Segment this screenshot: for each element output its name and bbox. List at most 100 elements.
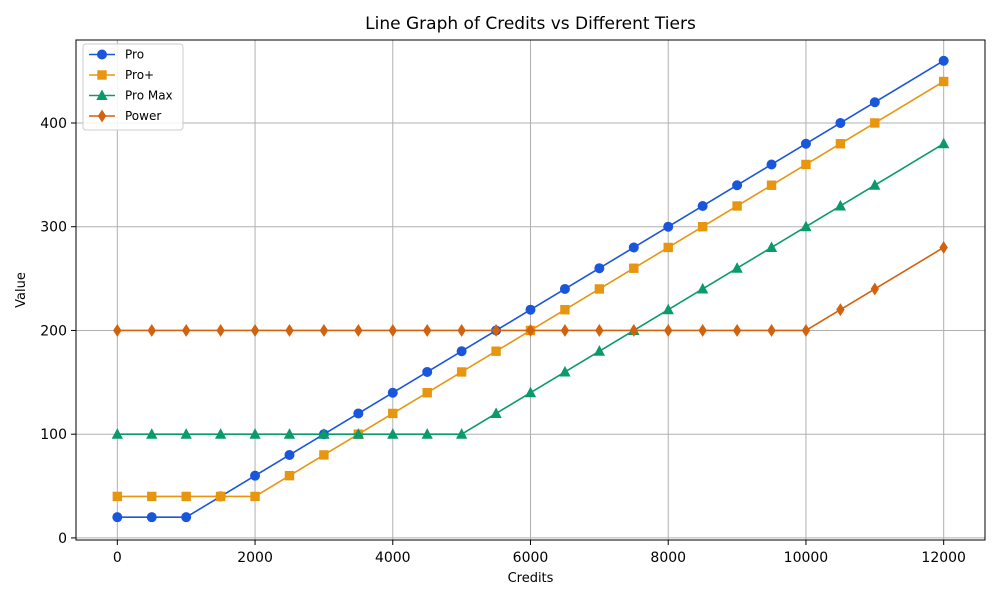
data-point-power <box>354 324 363 337</box>
data-point-pro-max <box>249 428 261 439</box>
series-line-pro-max <box>117 143 945 435</box>
data-point-pro- <box>560 305 570 315</box>
data-point-power <box>870 282 880 296</box>
data-point-pro- <box>732 201 742 211</box>
x-tick-label: 4000 <box>375 550 411 566</box>
data-point-pro <box>559 283 570 294</box>
data-point-pro <box>250 470 261 481</box>
data-point-pro- <box>697 222 708 232</box>
legend-marker <box>97 70 107 80</box>
data-point-power <box>767 324 776 337</box>
data-point-pro <box>766 159 777 170</box>
data-point-pro- <box>147 491 157 502</box>
data-point-power <box>216 324 225 337</box>
legend-item-pro-: Pro+ <box>89 68 154 82</box>
data-point-pro <box>663 221 674 232</box>
data-point-pro-max <box>111 428 123 439</box>
data-point-power <box>388 324 397 337</box>
legend-label: Pro+ <box>125 68 154 82</box>
x-tick-label: 8000 <box>650 550 686 566</box>
data-point-pro-max <box>490 407 502 418</box>
data-point-pro <box>112 512 123 523</box>
data-point-pro-max <box>938 137 950 149</box>
data-point-pro-max <box>180 428 192 439</box>
axis-ticks: 0 2000 4000 6000 8000 10000 12000 0 100 200 300 400 <box>40 116 966 566</box>
data-point-pro- <box>215 491 226 502</box>
data-point-pro <box>594 263 605 274</box>
data-point-pro-max <box>524 386 537 398</box>
data-point-pro-max <box>765 241 778 252</box>
data-point-pro- <box>284 470 295 481</box>
data-point-pro <box>284 449 295 460</box>
x-tick-label: 6000 <box>513 550 549 566</box>
data-point-pro-max <box>559 365 571 377</box>
x-tick-label: 12000 <box>921 550 966 566</box>
legend: Pro Pro+ Pro Max Power <box>82 43 184 131</box>
data-point-power <box>250 324 260 337</box>
data-point-pro- <box>870 118 880 128</box>
data-point-pro- <box>594 284 605 294</box>
legend-box <box>82 43 184 131</box>
data-point-pro-max <box>800 220 812 232</box>
series-pro- <box>112 76 949 502</box>
y-tick-label: 300 <box>40 220 67 236</box>
data-point-pro <box>835 117 846 128</box>
data-point-power <box>801 324 811 337</box>
data-point-power <box>664 324 673 337</box>
data-point-pro- <box>319 450 329 460</box>
data-point-pro <box>387 387 398 398</box>
data-point-pro <box>456 346 467 357</box>
data-point-pro- <box>801 159 811 170</box>
series-line-pro- <box>117 80 945 498</box>
data-point-power <box>836 303 845 317</box>
data-point-pro- <box>766 180 777 190</box>
x-axis-label: Credits <box>508 571 554 586</box>
data-point-pro- <box>456 367 467 377</box>
data-point-pro- <box>938 76 949 87</box>
data-point-pro <box>732 180 743 191</box>
data-point-power <box>560 324 570 337</box>
data-point-pro- <box>388 408 398 419</box>
data-point-power <box>698 324 707 337</box>
data-point-pro- <box>422 387 432 398</box>
data-point-pro-max <box>283 428 296 439</box>
data-point-power <box>939 241 948 254</box>
data-point-pro-max <box>731 262 743 273</box>
legend-marker <box>97 109 107 123</box>
data-point-pro-max <box>318 428 330 439</box>
data-point-pro-max <box>697 282 709 294</box>
x-tick-label: 0 <box>113 550 122 566</box>
y-tick-label: 200 <box>40 323 67 339</box>
data-point-power <box>181 324 191 337</box>
data-point-power <box>319 324 329 337</box>
data-point-pro <box>869 97 880 108</box>
data-point-pro-max <box>869 179 881 190</box>
data-point-pro-max <box>214 428 227 439</box>
data-point-pro-max <box>352 428 364 439</box>
data-point-power <box>457 324 466 337</box>
y-tick-label: 400 <box>40 116 67 132</box>
y-axis-label: Value <box>14 272 29 308</box>
data-point-pro-max <box>593 345 605 356</box>
data-point-pro- <box>629 263 639 273</box>
legend-marker <box>96 89 108 100</box>
x-tick-label: 10000 <box>784 550 829 566</box>
series-pro-max <box>111 137 950 439</box>
data-point-pro <box>422 366 433 377</box>
data-point-power <box>147 324 156 337</box>
series-power <box>113 241 948 337</box>
x-tick-label: 2000 <box>237 550 273 566</box>
data-point-pro-max <box>146 428 158 439</box>
data-point-power <box>113 324 122 337</box>
data-point-pro <box>938 55 949 66</box>
data-point-pro- <box>835 139 846 149</box>
data-point-pro <box>525 304 536 315</box>
data-point-pro <box>628 242 639 253</box>
data-point-power <box>732 324 742 337</box>
series-line-pro <box>117 60 945 518</box>
data-point-pro-max <box>662 303 674 315</box>
data-point-pro- <box>181 491 191 502</box>
legend-item-pro: Pro <box>89 48 144 62</box>
data-point-pro- <box>663 242 673 253</box>
data-point-power <box>491 324 501 337</box>
